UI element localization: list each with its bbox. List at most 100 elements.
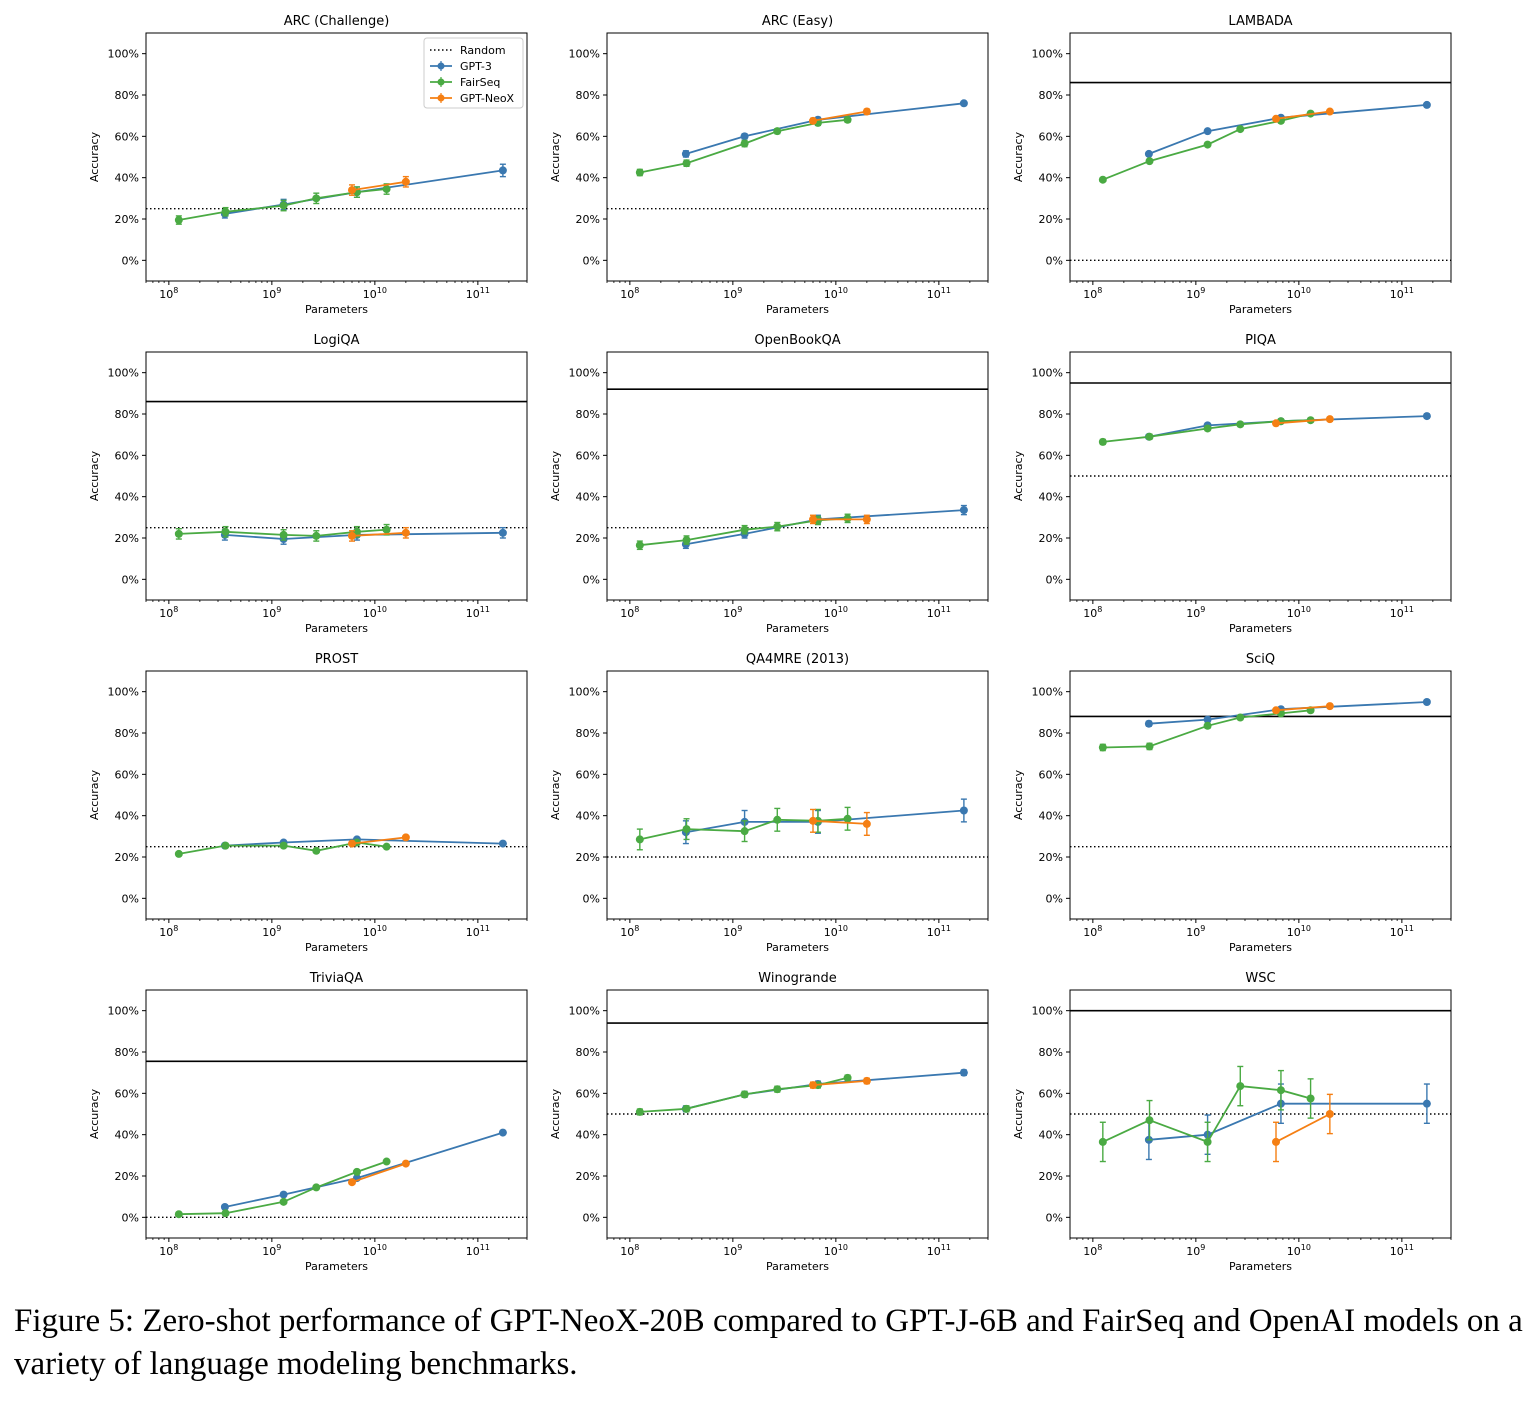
plot-frame (606, 989, 989, 1239)
y-tick-label: 100% (108, 686, 139, 699)
y-tick-label: 100% (1032, 48, 1063, 61)
series-line (351, 531, 406, 537)
data-point (682, 536, 691, 545)
series-line (1148, 1102, 1427, 1141)
y-tick-label: 60% (1039, 768, 1063, 781)
data-point (174, 216, 183, 225)
x-tick-label: 109 (723, 924, 742, 939)
data-point (498, 166, 507, 175)
data-point (279, 1197, 288, 1206)
y-tick-label: 60% (576, 130, 600, 143)
series-line (1102, 419, 1311, 443)
chart-title: QA4MRE (2013) (746, 652, 849, 667)
data-point (498, 1128, 507, 1137)
data-point (382, 1157, 391, 1166)
x-tick-label: 108 (1083, 605, 1102, 620)
series-gpt-neox (1272, 702, 1334, 715)
x-tick-label: 109 (1186, 924, 1205, 939)
x-tick-label: 1010 (824, 924, 848, 939)
data-point (1098, 1137, 1107, 1146)
y-tick-label: 40% (115, 491, 139, 504)
data-point (382, 185, 391, 194)
y-tick-label: 40% (576, 172, 600, 185)
data-point (174, 1210, 183, 1219)
data-point (1272, 1137, 1281, 1146)
x-tick-label: 108 (159, 605, 178, 620)
data-point (862, 1076, 871, 1085)
data-point (635, 541, 644, 550)
x-tick-label: 1011 (466, 286, 490, 301)
benchmark-figure: ARC (Challenge) 0% 20% 40% 60% 80% 100% 108 109 1… (88, 14, 1452, 1273)
y-tick-label: 0% (583, 573, 600, 586)
x-tick-label: 109 (262, 1243, 281, 1258)
y-tick-label: 20% (1039, 213, 1063, 226)
series-line (639, 118, 848, 174)
plot-frame (1069, 989, 1452, 1239)
x-tick-label: 109 (1186, 1243, 1205, 1258)
series-fairseq (174, 523, 391, 542)
data-point (959, 806, 968, 815)
x-tick-label: 1011 (927, 1243, 951, 1258)
data-point (352, 1167, 361, 1176)
data-point (174, 849, 183, 858)
data-point (1422, 100, 1431, 109)
legend-entry-fairseq: FairSeq (430, 76, 500, 89)
data-point (401, 177, 410, 186)
plot-frame (145, 351, 528, 601)
data-point (682, 1104, 691, 1113)
series-line (685, 1071, 964, 1110)
x-tick-label: 1010 (363, 286, 387, 301)
series-line (178, 188, 387, 221)
data-point (773, 1085, 782, 1094)
data-point (809, 1081, 818, 1090)
series-line (1148, 415, 1427, 438)
data-point (1422, 412, 1431, 421)
x-axis-label: Parameters (766, 1260, 829, 1273)
data-point (1098, 437, 1107, 446)
data-point (279, 841, 288, 850)
data-point (1276, 1086, 1285, 1095)
y-tick-label: 60% (576, 768, 600, 781)
legend-label: GPT-3 (460, 60, 492, 73)
plot-frame (145, 989, 528, 1239)
y-tick-label: 60% (576, 1087, 600, 1100)
data-point (312, 531, 321, 540)
data-point (1203, 1137, 1212, 1146)
legend-label: GPT-NeoX (460, 92, 515, 105)
data-point (221, 1209, 230, 1218)
series-line (1275, 705, 1330, 712)
data-point (1325, 415, 1334, 424)
y-tick-label: 0% (1046, 254, 1063, 267)
x-tick-label: 109 (723, 605, 742, 620)
chart-logiqa: LogiQA 0% 20% 40% 60% 80% 100% 108 109 1010 1011 Pa… (88, 333, 528, 635)
data-point (740, 139, 749, 148)
data-point (809, 116, 818, 125)
chart-lambada: LAMBADA 0% 20% 40% 60% 80% 100% 108 109 1010 1011 P… (1012, 14, 1452, 316)
data-point (221, 207, 230, 216)
x-tick-label: 1011 (1390, 1243, 1414, 1258)
data-point (862, 107, 871, 116)
x-tick-label: 108 (620, 286, 639, 301)
data-point (221, 841, 230, 850)
data-point (312, 846, 321, 855)
y-tick-label: 40% (1039, 172, 1063, 185)
y-tick-label: 20% (1039, 1170, 1063, 1183)
x-tick-label: 1010 (1287, 286, 1311, 301)
x-tick-label: 109 (723, 1243, 742, 1258)
x-tick-label: 109 (262, 605, 281, 620)
series-fairseq (635, 1073, 852, 1116)
chart-title: OpenBookQA (754, 333, 840, 348)
data-point (1098, 175, 1107, 184)
series-gpt-3 (1144, 100, 1431, 158)
y-tick-label: 100% (108, 48, 139, 61)
chart-title: PROST (315, 652, 358, 667)
y-axis-label: Accuracy (549, 131, 562, 182)
data-point (773, 127, 782, 136)
data-point (635, 1107, 644, 1116)
data-point (401, 1159, 410, 1168)
plot-frame (606, 351, 989, 601)
series-gpt-neox (809, 514, 871, 525)
data-point (1203, 127, 1212, 136)
series-gpt-3 (1144, 1083, 1431, 1161)
y-tick-label: 0% (583, 1211, 600, 1224)
